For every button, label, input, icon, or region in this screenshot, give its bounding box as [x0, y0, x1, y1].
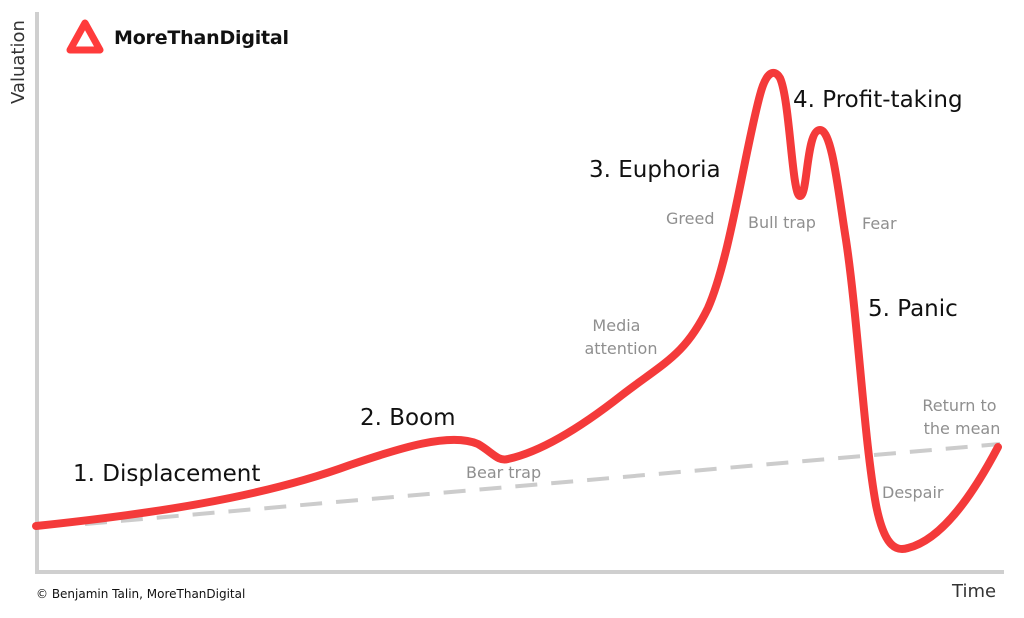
brand: MoreThanDigital: [66, 18, 289, 58]
annotation-bear-trap: Bear trap: [466, 463, 541, 482]
bubble-curve: [32, 68, 1002, 553]
annotation-return-line-2: the mean: [924, 419, 1001, 438]
annotation-bull-trap: Bull trap: [748, 213, 816, 232]
annotation-media-line-1: Media: [592, 316, 640, 335]
annotation-fear: Fear: [862, 214, 897, 233]
stage-label-displacement: 1. Displacement: [73, 461, 260, 487]
brand-logo-icon: [66, 19, 104, 54]
brand-name: MoreThanDigital: [114, 27, 289, 49]
stage-label-profit-taking: 4. Profit-taking: [793, 87, 963, 113]
stage-label-boom: 2. Boom: [360, 405, 456, 431]
stage-label-panic: 5. Panic: [868, 296, 958, 322]
y-axis-label: Valuation: [8, 20, 29, 104]
annotation-despair: Despair: [882, 483, 944, 502]
annotation-return-to-mean: Return to the mean: [922, 396, 1001, 438]
annotation-greed: Greed: [666, 209, 714, 228]
annotation-media-line-2: attention: [585, 339, 658, 358]
x-axis-label: Time: [951, 581, 996, 602]
annotation-return-line-1: Return to: [922, 396, 996, 415]
copyright-text: © Benjamin Talin, MoreThanDigital: [36, 587, 246, 601]
trend-line: [84, 442, 1001, 526]
annotation-media-attention: Media attention: [585, 316, 658, 358]
stage-label-euphoria: 3. Euphoria: [589, 157, 721, 183]
